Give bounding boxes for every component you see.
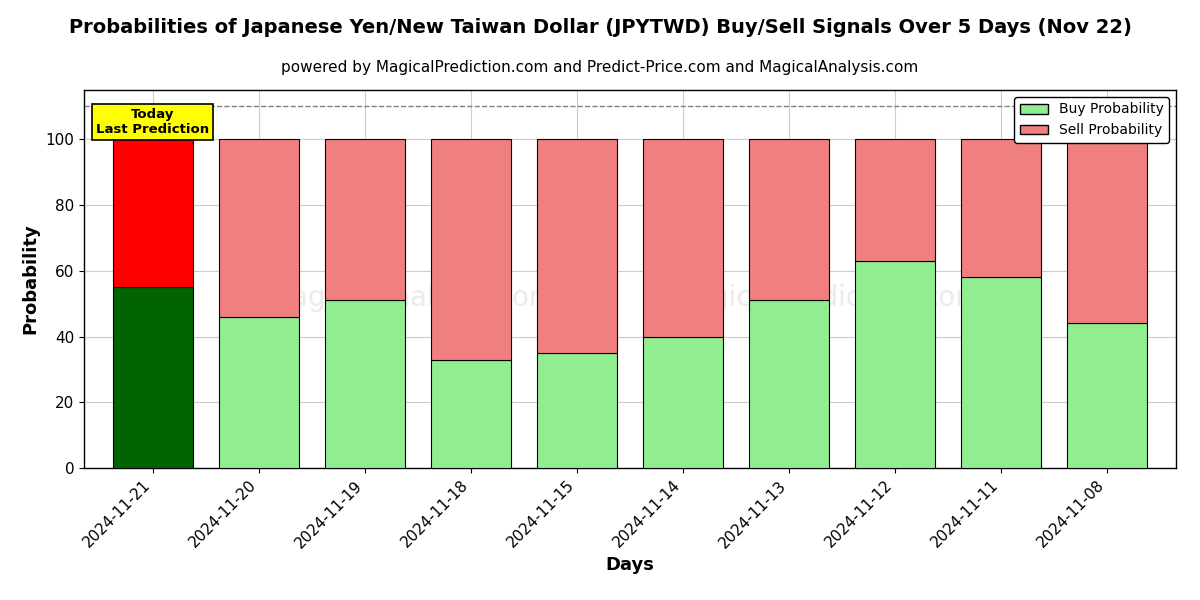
Bar xyxy=(220,317,299,468)
Bar xyxy=(749,301,829,468)
Bar xyxy=(113,139,193,287)
Text: powered by MagicalPrediction.com and Predict-Price.com and MagicalAnalysis.com: powered by MagicalPrediction.com and Pre… xyxy=(281,60,919,75)
Bar xyxy=(431,359,511,468)
Bar xyxy=(643,337,722,468)
Text: Probabilities of Japanese Yen/New Taiwan Dollar (JPYTWD) Buy/Sell Signals Over 5: Probabilities of Japanese Yen/New Taiwan… xyxy=(68,18,1132,37)
Bar xyxy=(538,139,617,353)
Bar xyxy=(220,139,299,317)
Bar xyxy=(961,277,1040,468)
Bar xyxy=(431,139,511,359)
Bar xyxy=(856,261,935,468)
Bar xyxy=(325,301,404,468)
Text: Today
Last Prediction: Today Last Prediction xyxy=(96,108,210,136)
Bar xyxy=(1067,139,1147,323)
Bar xyxy=(113,287,193,468)
Bar xyxy=(538,353,617,468)
Bar xyxy=(856,139,935,261)
Bar xyxy=(1067,323,1147,468)
Legend: Buy Probability, Sell Probability: Buy Probability, Sell Probability xyxy=(1014,97,1169,143)
Text: MagicalPrediction.com: MagicalPrediction.com xyxy=(671,284,983,312)
Bar xyxy=(325,139,404,301)
X-axis label: Days: Days xyxy=(606,556,654,574)
Bar xyxy=(961,139,1040,277)
Bar xyxy=(643,139,722,337)
Text: MagicalAnalysis.com: MagicalAnalysis.com xyxy=(268,284,556,312)
Y-axis label: Probability: Probability xyxy=(22,224,40,334)
Bar xyxy=(749,139,829,301)
